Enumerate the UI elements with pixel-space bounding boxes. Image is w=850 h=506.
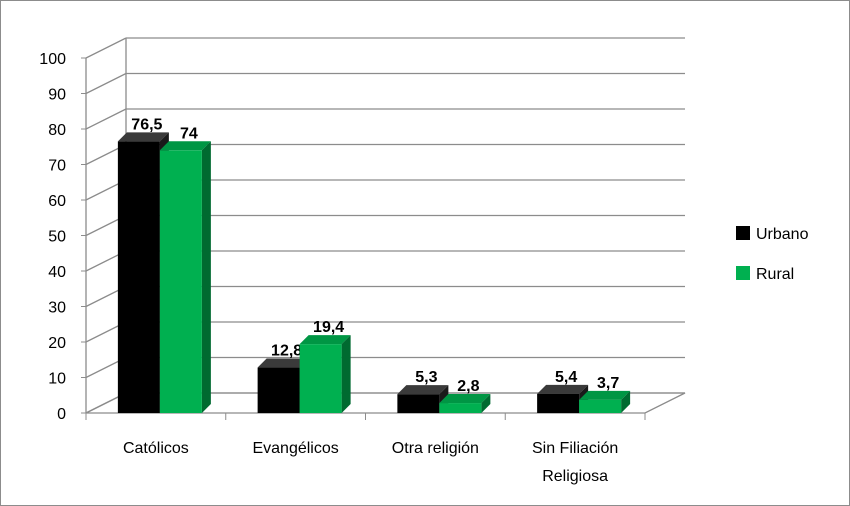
bar-top <box>117 132 169 142</box>
legend-label-rural: Rural <box>756 266 794 283</box>
legend-swatch-rural <box>736 266 750 280</box>
bar-rural <box>159 150 202 414</box>
data-label: 19,4 <box>313 319 344 336</box>
category-label: Evangélicos <box>252 440 338 457</box>
bar-top <box>439 394 491 404</box>
bar-top <box>159 141 211 151</box>
y-tick-label: 30 <box>48 300 66 317</box>
y-tick-label: 20 <box>48 335 66 352</box>
gridline-depth <box>85 72 127 95</box>
bar-top <box>257 358 309 368</box>
bar-urbano <box>117 141 160 414</box>
legend-label-urbano: Urbano <box>756 226 809 243</box>
y-tick-label: 100 <box>39 51 66 68</box>
y-tick-label: 80 <box>48 122 66 139</box>
bar-top <box>537 384 589 394</box>
y-tick-label: 60 <box>48 193 66 210</box>
bar-rural <box>299 344 342 413</box>
bar-rural <box>579 399 622 413</box>
y-tick-label: 0 <box>57 406 66 423</box>
bar-urbano <box>257 367 300 413</box>
data-label: 3,7 <box>597 375 619 392</box>
category-label: Católicos <box>123 440 189 457</box>
bar-side <box>201 141 211 414</box>
bar-side <box>621 390 631 413</box>
data-label: 5,4 <box>555 369 577 386</box>
data-label: 5,3 <box>415 369 437 386</box>
y-tick-label: 90 <box>48 87 66 104</box>
bar-side <box>481 394 491 413</box>
y-tick-label: 40 <box>48 264 66 281</box>
bar-top <box>299 335 351 345</box>
bar-side <box>341 335 351 413</box>
data-label: 76,5 <box>131 116 162 133</box>
bar-rural <box>439 403 482 413</box>
data-label: 12,8 <box>271 343 302 360</box>
gridline-depth <box>85 108 127 130</box>
bar-urbano <box>397 394 440 413</box>
legend-swatch-urbano <box>736 226 750 240</box>
bar-top <box>579 390 631 400</box>
data-label: 74 <box>180 125 198 142</box>
y-tick-label: 10 <box>48 371 66 388</box>
category-label: Otra religión <box>392 440 479 457</box>
gridline-depth <box>85 37 127 59</box>
y-tick-label: 70 <box>48 158 66 175</box>
data-label: 2,8 <box>457 378 479 395</box>
bar-urbano <box>537 393 580 413</box>
bar-top <box>397 385 449 395</box>
category-label: Sin Filiación <box>532 440 618 457</box>
category-label: Religiosa <box>542 468 608 485</box>
y-tick-label: 50 <box>48 229 66 246</box>
